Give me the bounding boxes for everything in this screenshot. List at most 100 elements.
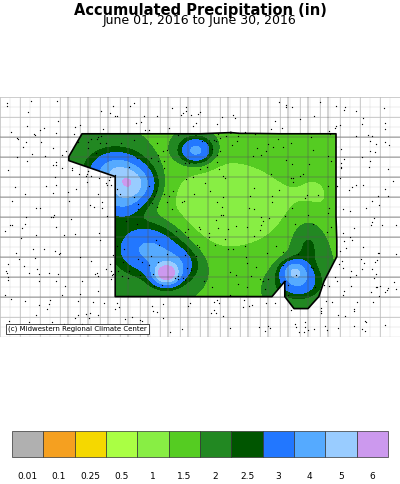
Point	[258, 213, 265, 221]
Point	[386, 141, 392, 149]
Point	[358, 255, 364, 262]
Point	[360, 181, 366, 189]
Point	[262, 327, 268, 335]
Point	[50, 144, 56, 151]
Point	[56, 250, 62, 257]
Point	[288, 139, 295, 147]
Point	[227, 291, 234, 299]
Text: 6: 6	[370, 472, 375, 481]
Point	[196, 243, 202, 251]
Point	[107, 109, 113, 117]
Point	[169, 205, 175, 213]
Point	[257, 227, 263, 234]
Point	[254, 144, 261, 152]
Point	[93, 150, 100, 157]
Point	[328, 224, 334, 231]
Point	[175, 272, 181, 280]
Point	[220, 312, 226, 320]
Point	[340, 265, 346, 272]
Point	[114, 112, 120, 120]
Point	[284, 291, 291, 299]
Point	[342, 103, 348, 111]
Point	[36, 277, 42, 285]
Point	[260, 217, 266, 225]
Point	[122, 217, 129, 225]
Point	[189, 122, 196, 130]
Point	[112, 328, 118, 336]
Point	[134, 200, 141, 208]
Point	[71, 230, 78, 238]
Point	[6, 318, 12, 325]
Point	[354, 298, 360, 306]
Point	[214, 158, 220, 166]
Point	[75, 297, 81, 305]
Point	[283, 104, 289, 111]
Point	[340, 291, 346, 299]
Point	[44, 305, 50, 313]
Point	[126, 267, 132, 275]
Point	[268, 170, 274, 178]
Point	[341, 106, 347, 114]
Point	[352, 107, 359, 115]
Point	[266, 214, 272, 222]
Point	[85, 167, 91, 175]
Point	[382, 321, 388, 329]
Point	[5, 166, 12, 174]
Point	[84, 170, 91, 178]
Point	[253, 263, 260, 271]
Bar	[137, 431, 169, 457]
Text: 4: 4	[307, 472, 312, 481]
Point	[5, 260, 11, 268]
Point	[297, 115, 304, 123]
Bar	[12, 431, 43, 457]
Point	[282, 101, 289, 109]
Point	[363, 318, 370, 326]
Point	[326, 127, 332, 135]
Point	[373, 140, 379, 148]
Point	[104, 181, 110, 189]
Point	[361, 259, 367, 267]
Point	[300, 328, 307, 336]
Point	[127, 102, 133, 109]
Point	[368, 221, 374, 228]
Point	[180, 274, 186, 282]
Point	[263, 148, 269, 155]
Point	[258, 221, 264, 229]
Point	[154, 203, 160, 211]
Point	[374, 256, 380, 264]
Point	[94, 191, 101, 198]
Text: 5: 5	[338, 472, 344, 481]
Point	[232, 114, 238, 122]
Point	[133, 154, 140, 162]
Point	[54, 270, 61, 278]
Point	[18, 234, 24, 242]
Point	[362, 327, 368, 335]
Point	[183, 103, 190, 111]
Point	[175, 274, 181, 282]
Point	[352, 272, 359, 279]
Point	[226, 324, 233, 332]
Point	[111, 305, 118, 313]
Point	[159, 281, 166, 288]
Point	[265, 275, 271, 283]
Bar	[43, 431, 75, 457]
Point	[233, 137, 240, 145]
Point	[185, 302, 192, 310]
Point	[324, 228, 330, 236]
Point	[364, 131, 371, 139]
Point	[329, 299, 335, 306]
Point	[300, 170, 306, 178]
Point	[182, 251, 188, 258]
Point	[102, 139, 109, 147]
Point	[167, 328, 174, 336]
Bar	[357, 431, 388, 457]
Point	[382, 185, 388, 193]
Point	[110, 271, 116, 278]
Point	[318, 307, 324, 315]
Point	[372, 283, 379, 291]
Point	[390, 177, 396, 185]
Point	[141, 126, 148, 134]
Point	[382, 288, 388, 296]
Point	[251, 183, 258, 191]
Point	[94, 287, 101, 295]
